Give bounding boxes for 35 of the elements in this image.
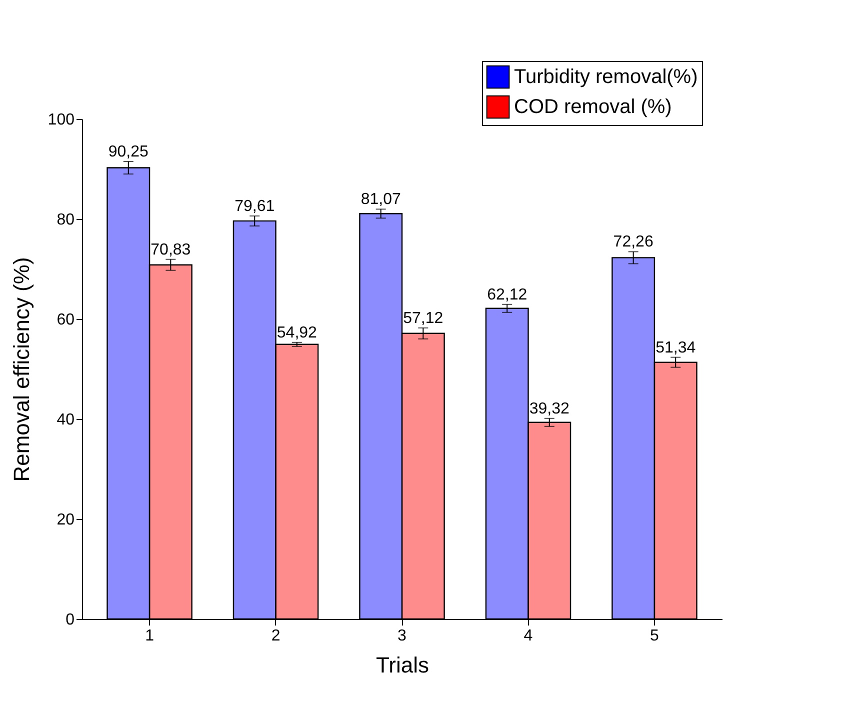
data-label: 39,32	[529, 400, 570, 418]
x-tick-label: 4	[524, 628, 533, 644]
data-label: 70,83	[150, 241, 191, 258]
legend-label: COD removal (%)	[514, 96, 672, 118]
x-tick-label: 2	[271, 628, 280, 644]
bar	[654, 362, 698, 620]
x-tick-label: 3	[398, 628, 407, 644]
x-tick-label: 1	[145, 628, 154, 644]
bar	[359, 213, 403, 620]
bar	[148, 264, 192, 620]
y-tick-label: 40	[56, 412, 75, 428]
data-label: 81,07	[360, 191, 401, 208]
data-label: 90,25	[108, 144, 149, 160]
y-axis-title: Removal efficiency (%)	[8, 257, 34, 482]
bar	[106, 167, 150, 620]
data-label: 79,61	[234, 198, 275, 215]
bar	[485, 308, 529, 620]
data-label: 62,12	[487, 286, 528, 304]
data-label: 51,34	[656, 339, 696, 356]
bar	[528, 422, 572, 620]
y-tick-label: 60	[56, 312, 75, 328]
y-tick-label: 20	[56, 512, 75, 528]
bar	[401, 332, 445, 620]
data-label: 72,26	[613, 234, 654, 251]
x-axis-title: Trials	[376, 652, 429, 678]
bar	[232, 220, 276, 620]
y-tick-label: 0	[66, 612, 75, 628]
bar	[612, 257, 656, 620]
data-label: 57,12	[403, 310, 444, 327]
data-label: 54,92	[276, 324, 318, 342]
y-tick-label: 100	[48, 112, 75, 128]
bar	[275, 344, 319, 620]
legend-label: Turbidity removal(%)	[514, 66, 698, 88]
x-tick-label: 5	[650, 628, 660, 644]
y-tick-label: 80	[56, 212, 75, 228]
